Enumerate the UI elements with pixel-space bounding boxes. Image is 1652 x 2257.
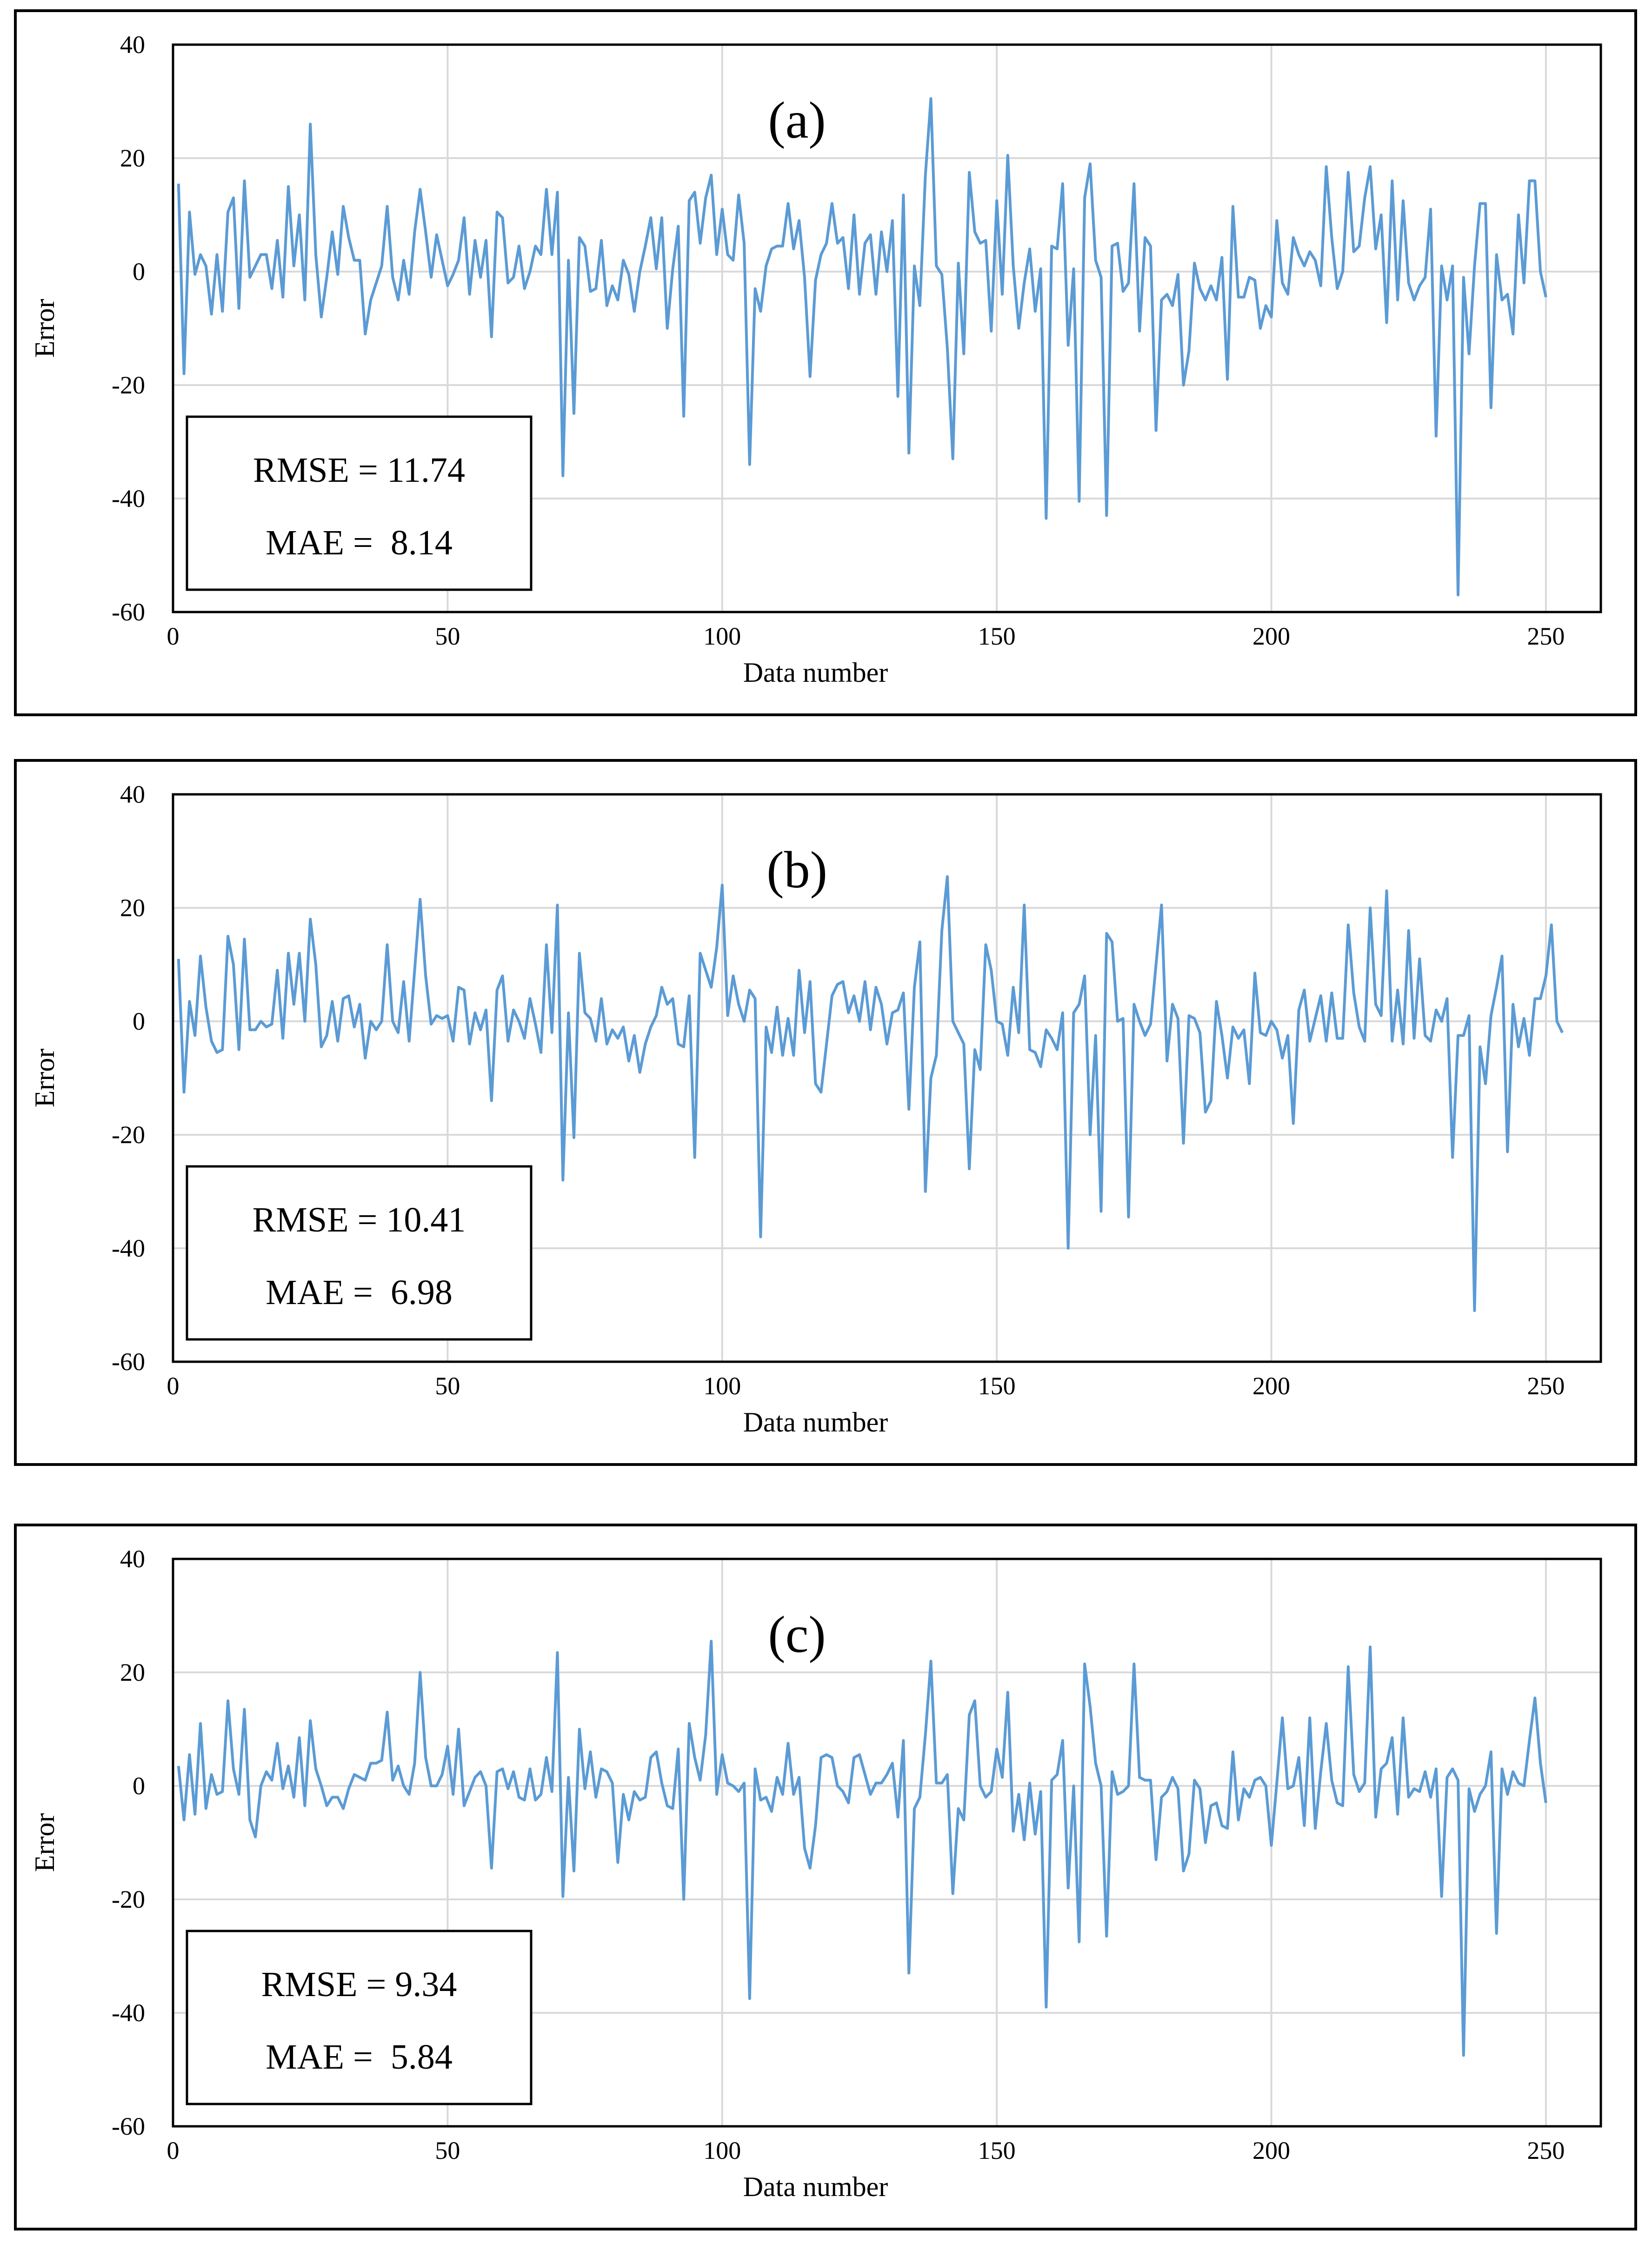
x-tick-label: 150 xyxy=(978,2137,1016,2164)
x-axis-title: Data number xyxy=(743,1407,888,1438)
x-tick-label: 0 xyxy=(167,622,180,650)
rmse-text: RMSE = 9.34 xyxy=(261,1965,457,2004)
chart-panel-c: 0 50 100 150 200 250 40 20 0 -20 -40 -60 (c) RMSE = 9… xyxy=(14,1524,1637,2230)
x-tick-label: 100 xyxy=(703,1372,741,1400)
y-tick-label: -40 xyxy=(112,1999,145,2027)
error-series-line xyxy=(177,1639,1547,2057)
x-tick-label: 200 xyxy=(1252,2137,1290,2164)
y-axis-title: Error xyxy=(29,299,60,358)
y-tick-label: -40 xyxy=(112,1234,145,1262)
x-tick-label: 250 xyxy=(1527,2137,1565,2164)
y-tick-label: -40 xyxy=(112,485,145,513)
y-tick-label: 0 xyxy=(133,258,145,286)
x-axis-title: Data number xyxy=(743,657,888,688)
plot-frame xyxy=(172,1558,1602,2128)
error-series-line xyxy=(177,875,1564,1312)
x-tick-label: 250 xyxy=(1527,1372,1565,1400)
x-tick-label: 250 xyxy=(1527,622,1565,650)
panel-label: (a) xyxy=(768,92,826,149)
y-tick-label: 0 xyxy=(133,1772,145,1800)
y-tick-label: 0 xyxy=(133,1007,145,1035)
x-tick-label: 100 xyxy=(703,2137,741,2164)
x-tick-label: 0 xyxy=(167,2137,180,2164)
y-tick-label: -20 xyxy=(112,371,145,399)
y-tick-label: -60 xyxy=(112,2112,145,2140)
x-tick-label: 200 xyxy=(1252,622,1290,650)
mae-text: MAE = 6.98 xyxy=(266,1273,453,1312)
stats-box xyxy=(186,1165,533,1341)
grid xyxy=(173,793,1601,1363)
y-tick-label: -20 xyxy=(112,1885,145,1913)
x-tick-label: 150 xyxy=(978,1372,1016,1400)
x-tick-label: 100 xyxy=(703,622,741,650)
y-tick-label: 20 xyxy=(120,1658,145,1686)
y-tick-label: 40 xyxy=(120,780,145,808)
y-tick-label: 40 xyxy=(120,1545,145,1573)
plot-frame xyxy=(172,793,1602,1363)
error-series-line xyxy=(177,97,1547,597)
rmse-text: RMSE = 10.41 xyxy=(253,1200,466,1239)
y-axis-title: Error xyxy=(29,1813,60,1872)
y-tick-label: -60 xyxy=(112,1348,145,1376)
x-axis-title: Data number xyxy=(743,2171,888,2202)
chart-panel-b: 0 50 100 150 200 250 40 20 0 -20 -40 -60 (b) RMSE = 1… xyxy=(14,759,1637,1466)
x-tick-label: 50 xyxy=(435,622,460,650)
panel-label: (b) xyxy=(766,841,827,899)
y-tick-label: -20 xyxy=(112,1121,145,1149)
chart-panel-a: 0 50 100 150 200 250 40 20 0 -20 -40 -60 (a) RMSE = 1… xyxy=(14,9,1637,716)
rmse-text: RMSE = 11.74 xyxy=(253,451,465,490)
mae-text: MAE = 5.84 xyxy=(266,2037,453,2077)
x-tick-label: 50 xyxy=(435,2137,460,2164)
x-tick-label: 150 xyxy=(978,622,1016,650)
stats-box xyxy=(186,415,533,591)
mae-text: MAE = 8.14 xyxy=(266,523,453,562)
stats-box xyxy=(186,1930,533,2105)
panel-label: (c) xyxy=(768,1606,826,1664)
y-tick-label: -60 xyxy=(112,598,145,626)
x-tick-label: 50 xyxy=(435,1372,460,1400)
x-tick-label: 200 xyxy=(1252,1372,1290,1400)
plot-frame xyxy=(172,43,1602,613)
y-tick-label: 20 xyxy=(120,894,145,922)
x-tick-label: 0 xyxy=(167,1372,180,1400)
y-axis-title: Error xyxy=(29,1049,60,1108)
y-tick-label: 40 xyxy=(120,31,145,59)
y-tick-label: 20 xyxy=(120,144,145,172)
